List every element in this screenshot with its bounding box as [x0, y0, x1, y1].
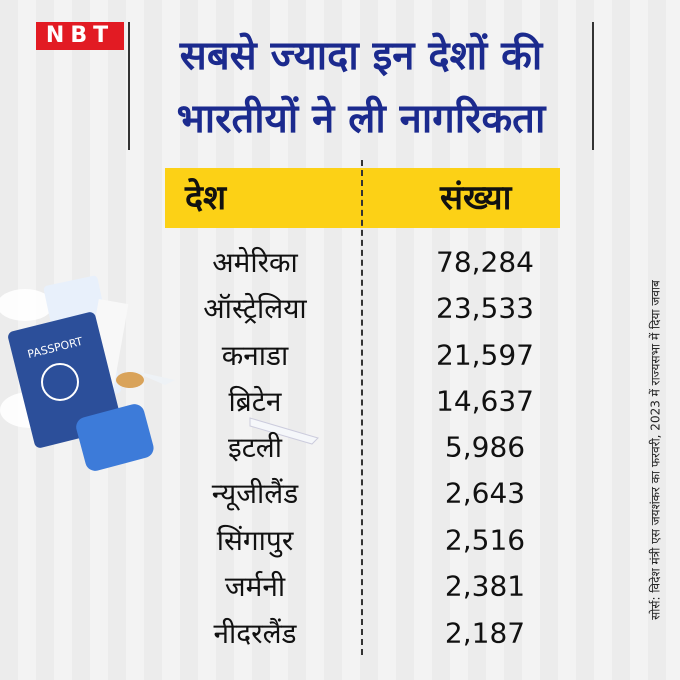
country-cell: ऑस्ट्रेलिया [203, 292, 307, 325]
title-line: भारतीयों ने ली नागरिकता [176, 96, 546, 142]
country-cell: जर्मनी [224, 570, 286, 603]
count-cell: 78,284 [436, 245, 534, 279]
header-cell: देश [185, 178, 227, 218]
count-cell: 14,637 [436, 384, 534, 418]
count-cell: 2,516 [444, 523, 526, 557]
country-cell: ब्रिटेन [228, 385, 282, 418]
country-cell: इटली [227, 431, 283, 464]
source-note: सोर्स: विदेश मंत्री एस जयशंकर का फरवरी, … [648, 280, 663, 620]
country-cell: सिंगापुर [216, 524, 294, 557]
divider [361, 160, 363, 655]
header-cell: संख्या [440, 178, 512, 218]
travel-illustration: PASSPORT [0, 275, 319, 471]
country-cell: नीदरलैंड [213, 617, 297, 650]
count-cell: 5,986 [444, 430, 526, 464]
country-cell: अमेरिका [212, 246, 298, 279]
title-line: सबसे ज्यादा इन देशों की [179, 33, 543, 79]
title-box: सबसे ज्यादा इन देशों की भारतीयों ने ली न… [128, 22, 594, 150]
count-cell: 2,187 [444, 616, 526, 650]
logo: NBT [36, 22, 124, 50]
country-cell: कनाडा [221, 339, 289, 372]
count-cell: 2,381 [444, 569, 526, 603]
count-cell: 2,643 [444, 476, 526, 510]
count-cell: 23,533 [436, 291, 534, 325]
count-cell: 21,597 [436, 338, 534, 372]
country-cell: न्यूजीलैंड [211, 477, 299, 510]
